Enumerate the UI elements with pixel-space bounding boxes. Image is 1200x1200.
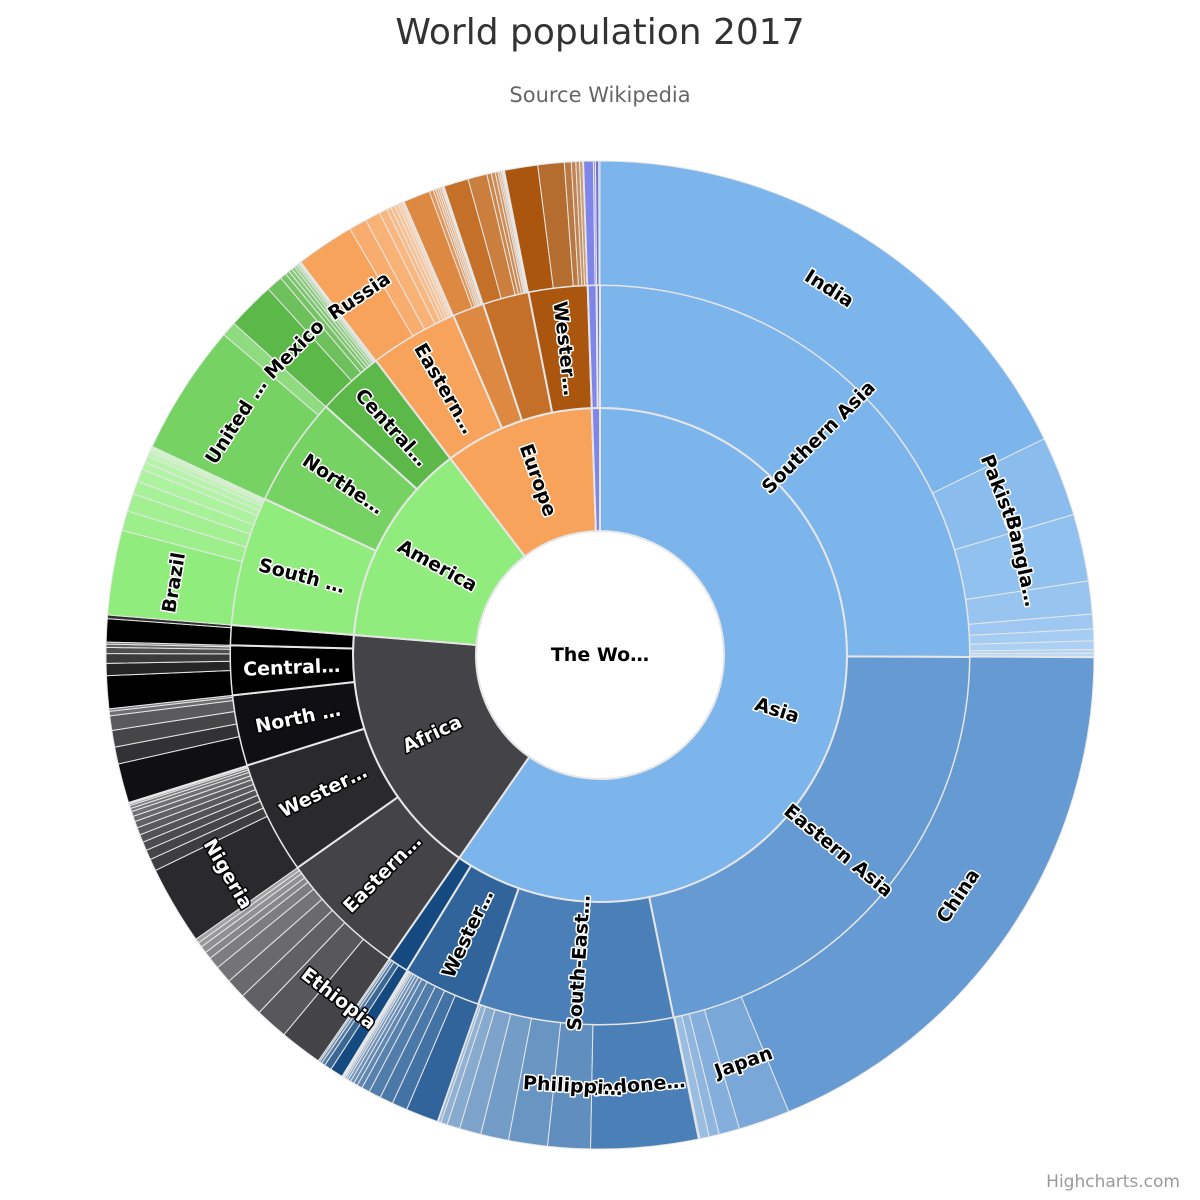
sunburst-segments [105,160,1095,1150]
country-india[interactable] [599,160,1045,494]
root-label: The Wo… [551,644,649,666]
chart-subtitle: Source Wikipedia [509,83,691,107]
chart-title: World population 2017 [395,12,805,53]
region-label-central-africa: Central… [243,655,341,681]
credits-link[interactable]: Highcharts.com [1046,1172,1180,1192]
country-melanesia-2[interactable] [598,160,601,286]
country-china[interactable] [740,656,1095,1113]
country-central-africa-3[interactable] [105,653,231,664]
region-melanesia[interactable] [595,283,601,410]
